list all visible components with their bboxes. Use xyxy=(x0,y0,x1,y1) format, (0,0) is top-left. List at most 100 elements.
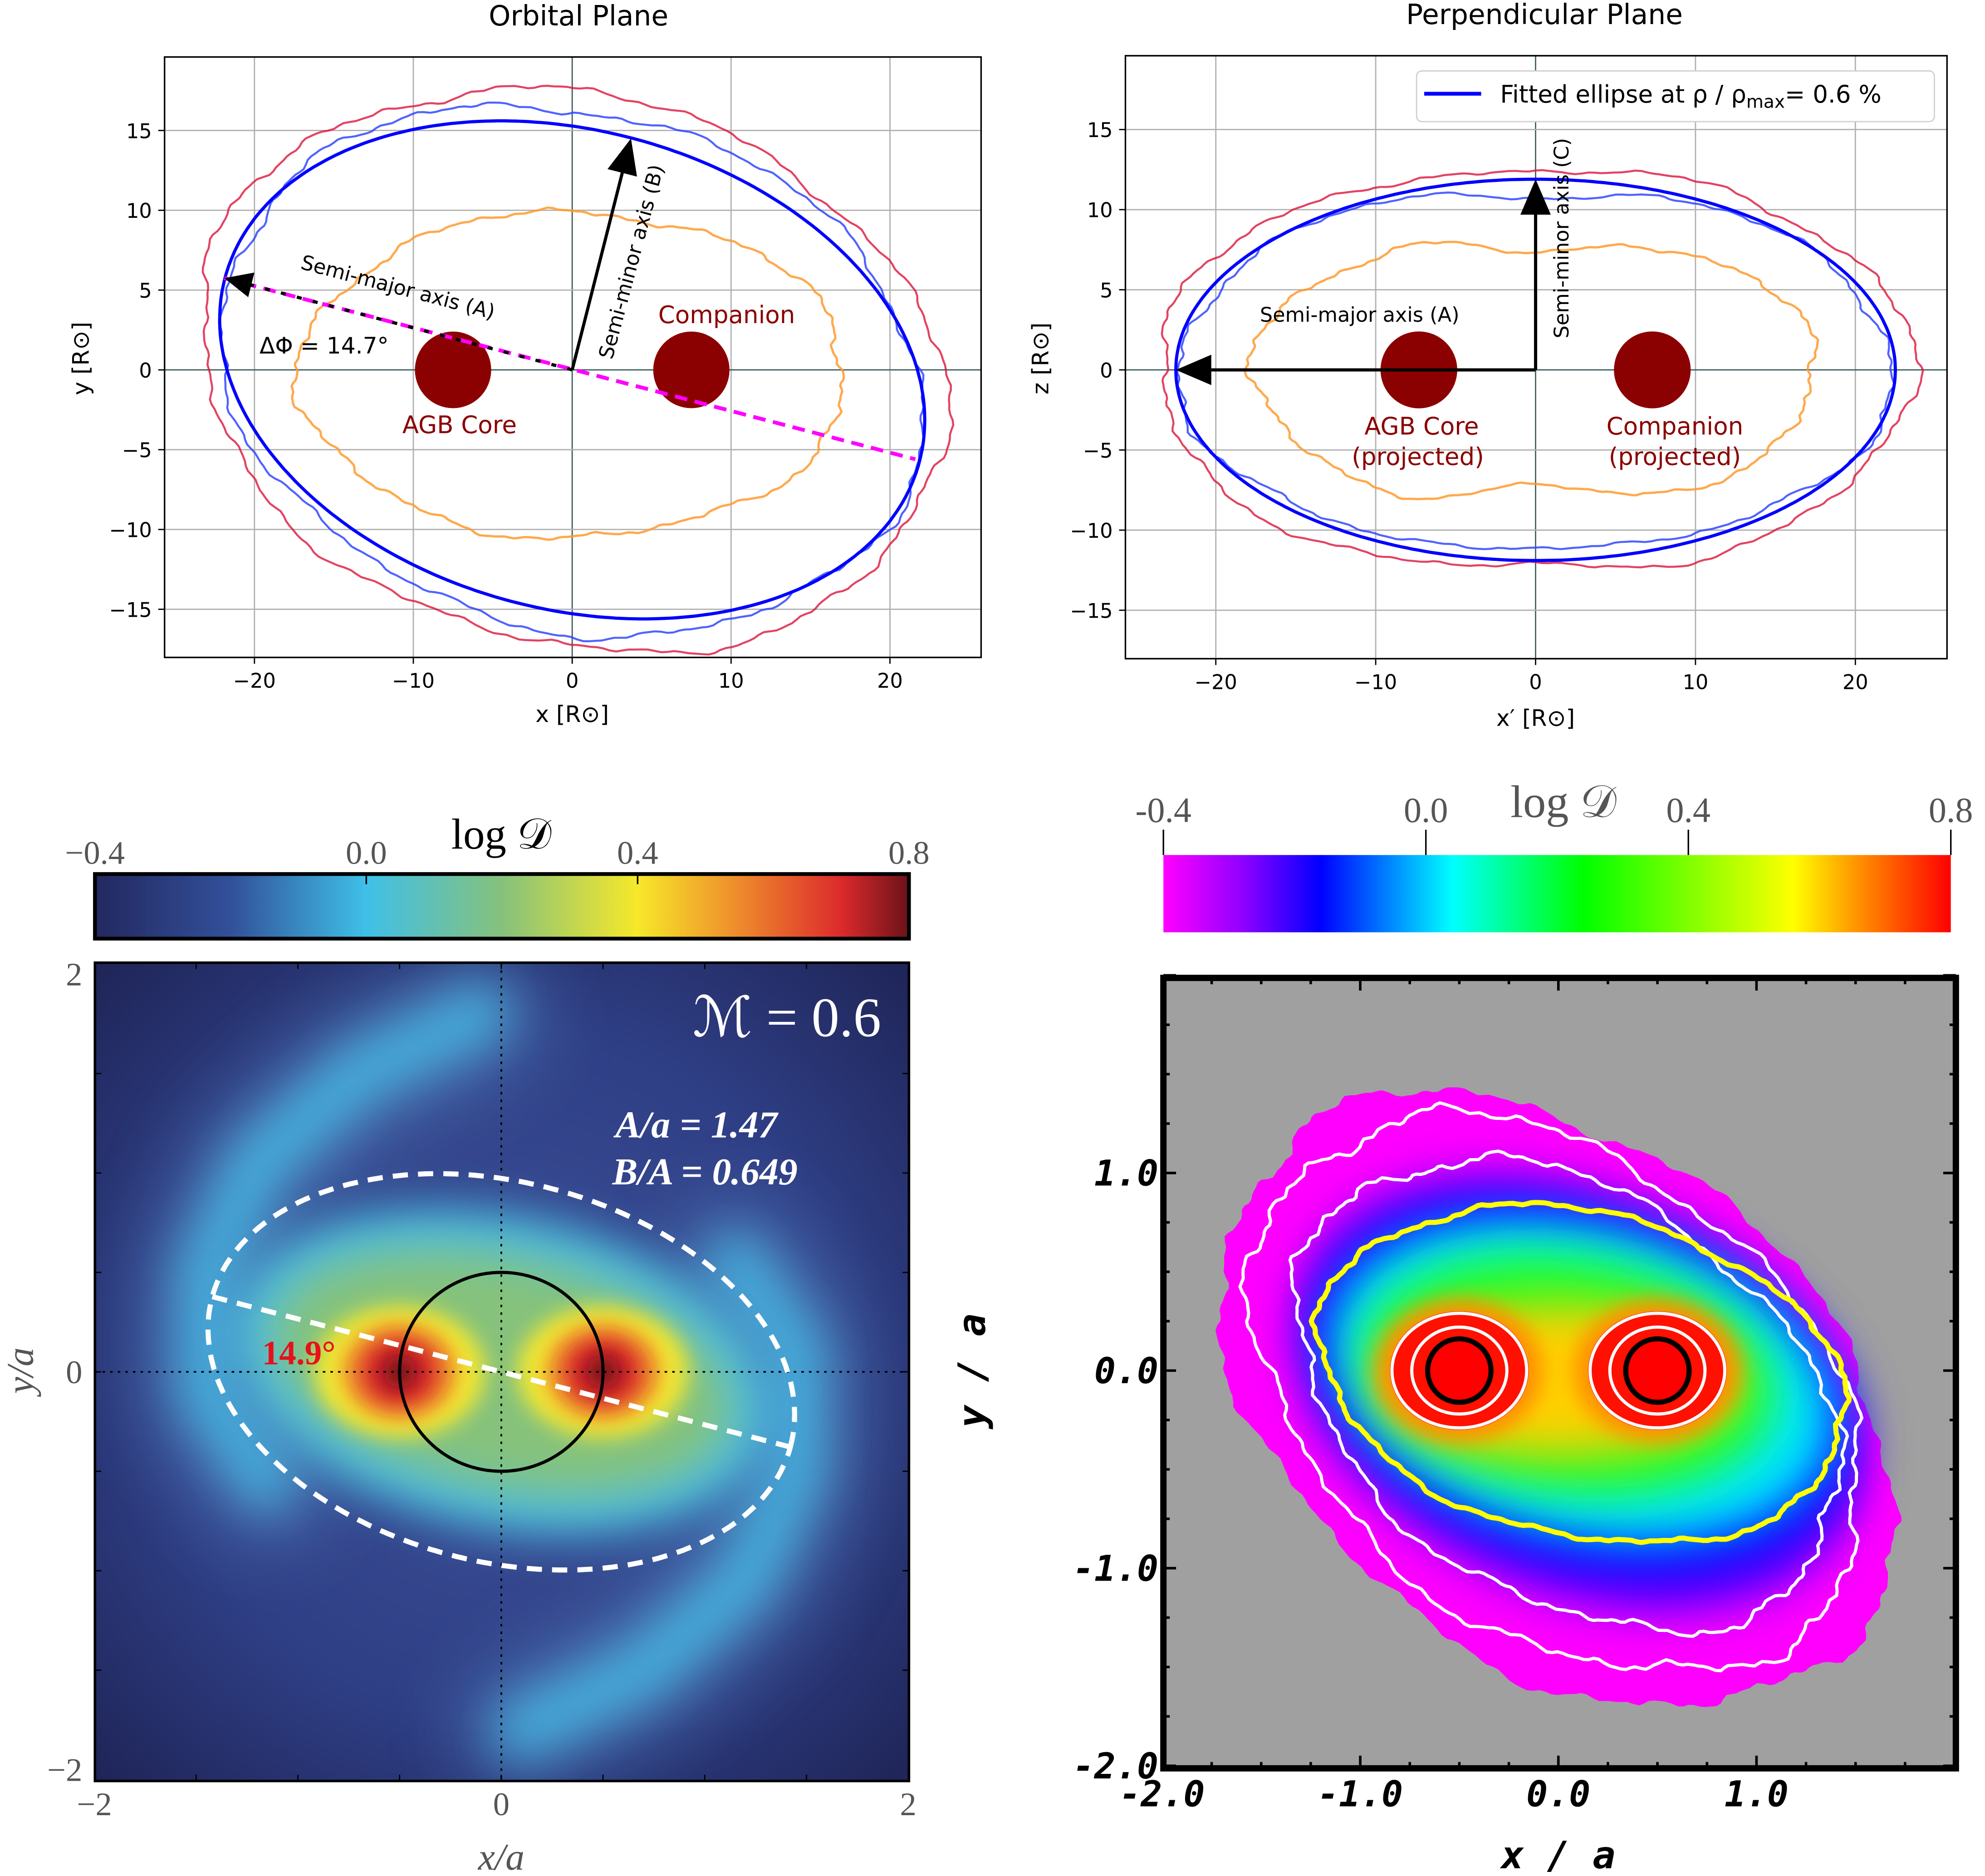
y-tick-label: −10 xyxy=(109,519,152,542)
orbital-plane-panel: Orbital Plane x [R⊙] y [R⊙] Semi-major a… xyxy=(67,0,982,727)
chart-title: Perpendicular Plane xyxy=(1406,0,1683,31)
semi-minor-arrow-head xyxy=(1520,179,1551,215)
y-tick-label: 5 xyxy=(139,279,152,303)
y-axis-label: y/a xyxy=(0,1347,42,1397)
companion-label: Companion xyxy=(658,301,795,329)
density-contour xyxy=(218,101,926,643)
spiral-arm xyxy=(180,987,508,1508)
fitted-ellipse xyxy=(205,1171,797,1573)
y-tick-label: 2 xyxy=(66,956,82,993)
y-tick-label: −15 xyxy=(109,598,152,622)
colorbar-tick-label: -0.4 xyxy=(1135,791,1191,830)
x-tick-label: 20 xyxy=(877,669,903,693)
chart-title: Orbital Plane xyxy=(489,0,668,32)
x-axis-label: x [R⊙] xyxy=(535,701,609,727)
outer-contour xyxy=(1288,1149,1849,1638)
colorbar-tick-label: 0.0 xyxy=(1404,791,1448,830)
x-tick-label: −10 xyxy=(392,669,435,693)
density-map-left-panel: −0.4 0.0 0.4 0.8 log 𝒟 ℳ = 0.6 A/a = 1.47 B… xyxy=(0,810,930,1876)
star-body xyxy=(1614,331,1691,408)
agb-core-label: AGB Core xyxy=(1364,412,1479,440)
colorbar: -0.4 0.0 0.4 0.8 xyxy=(1135,791,1973,933)
colorbar-tick-label: 0.8 xyxy=(888,835,930,871)
x-tick-label: 0 xyxy=(493,1786,510,1822)
y-axis-label: z [R⊙] xyxy=(1027,323,1054,395)
annotations: Semi-major axis (A) Semi-minor axis (C) … xyxy=(1260,138,1743,471)
density-contour xyxy=(1161,169,1924,569)
annotations: ℳ = 0.6 A/a = 1.47 B/A = 0.649 14.9° xyxy=(262,987,881,1372)
x-tick-label: −20 xyxy=(1195,670,1237,694)
y-tick-label: -1.0 xyxy=(1073,1548,1158,1590)
colorbar-tick-label: 0.0 xyxy=(346,835,387,871)
semi-minor-arrow-head xyxy=(608,138,637,177)
colorbar-bar xyxy=(93,872,911,941)
density-map-right-panel: -0.4 0.0 0.4 0.8 log 𝒟 x / a y / a -2.0 -1.0… xyxy=(950,776,1973,1876)
legend: Fitted ellipse at ρ / ρmax= 0.6 % xyxy=(1416,70,1935,123)
plot-area xyxy=(1125,55,1947,659)
spiral-arm xyxy=(495,1236,823,1757)
angle-label: 14.9° xyxy=(262,1334,336,1372)
x-tick-label: -2.0 xyxy=(1119,1773,1205,1815)
roche-circle xyxy=(398,1271,605,1473)
y-tick-label: −2 xyxy=(47,1752,82,1788)
y-tick-label: −10 xyxy=(1070,519,1113,543)
legend-label-suffix: = 0.6 % xyxy=(1785,80,1882,108)
y-axis-label: y [R⊙] xyxy=(67,322,94,395)
y-tick-label: 0.0 xyxy=(1094,1351,1158,1392)
density-contour xyxy=(201,84,955,656)
semi-major-label: Semi-major axis (A) xyxy=(1260,303,1460,327)
star-core xyxy=(1425,1336,1494,1405)
legend-label-prefix: Fitted ellipse at ρ / ρ xyxy=(1500,80,1746,108)
y-tick-label: 5 xyxy=(1100,279,1113,302)
white-contour xyxy=(1608,1325,1707,1416)
star-core xyxy=(1623,1336,1692,1405)
b-ratio-label: B/A = 0.649 xyxy=(612,1151,798,1193)
x-axis-label: x/a xyxy=(477,1836,524,1876)
y-axis-label: y / a xyxy=(950,1313,994,1429)
density-contour xyxy=(290,206,845,541)
y-tick-label: 15 xyxy=(1087,118,1113,142)
y-tick-label: 0 xyxy=(139,359,152,383)
yellow-contour xyxy=(1309,1200,1852,1545)
white-contour xyxy=(1410,1325,1509,1416)
semi-major-arrow-head xyxy=(224,272,255,297)
companion-label: Companion xyxy=(1607,412,1744,440)
fitted-ellipse xyxy=(1174,177,1897,562)
agb-core-sublabel: (projected) xyxy=(1352,442,1484,471)
y-tick-label: 0 xyxy=(66,1354,82,1390)
y-tick-label: −5 xyxy=(1083,439,1113,462)
colorbar-tick-label: 0.4 xyxy=(617,835,658,871)
y-tick-label: 1.0 xyxy=(1094,1153,1158,1194)
x-tick-label: 10 xyxy=(1682,670,1708,694)
plot-area xyxy=(164,57,981,658)
perpendicular-plane-panel: Perpendicular Plane x′ [R⊙] z [R⊙] Semi-… xyxy=(1027,0,1948,731)
colorbar-tick-label: 0.4 xyxy=(1666,791,1711,830)
colorbar-tick-label: 0.8 xyxy=(1929,791,1973,830)
y-tick-label: 15 xyxy=(126,119,152,143)
white-contour xyxy=(1390,1311,1529,1430)
y-tick-label: -2.0 xyxy=(1073,1746,1158,1787)
legend-label: Fitted ellipse at ρ / ρmax= 0.6 % xyxy=(1500,80,1881,112)
major-axis-line xyxy=(224,276,916,462)
legend-box xyxy=(1416,70,1935,123)
star-body xyxy=(653,331,730,408)
colorbar-label: log 𝒟 xyxy=(1510,776,1617,827)
a-ratio-label: A/a = 1.47 xyxy=(613,1104,779,1146)
plot-area xyxy=(1163,977,1956,1768)
x-tick-label: 20 xyxy=(1843,670,1868,694)
colorbar-tick-label: −0.4 xyxy=(65,835,125,871)
x-tick-label: −10 xyxy=(1354,670,1397,694)
y-tick-label: 10 xyxy=(126,199,152,223)
y-tick-label: 10 xyxy=(1087,199,1113,222)
x-tick-label: 0 xyxy=(566,669,578,693)
y-tick-label: −15 xyxy=(1070,599,1113,623)
x-tick-label: -1.0 xyxy=(1318,1773,1403,1815)
plot-frame xyxy=(1124,55,1948,660)
x-axis-label: x / a xyxy=(1500,1833,1616,1876)
x-axis-label: x′ [R⊙] xyxy=(1496,704,1575,731)
colorbar-label: log 𝒟 xyxy=(451,810,552,858)
angle-label: ΔΦ = 14.7° xyxy=(260,332,389,359)
colorbar: −0.4 0.0 0.4 0.8 xyxy=(65,835,930,941)
colorbar-bar xyxy=(1163,855,1951,933)
